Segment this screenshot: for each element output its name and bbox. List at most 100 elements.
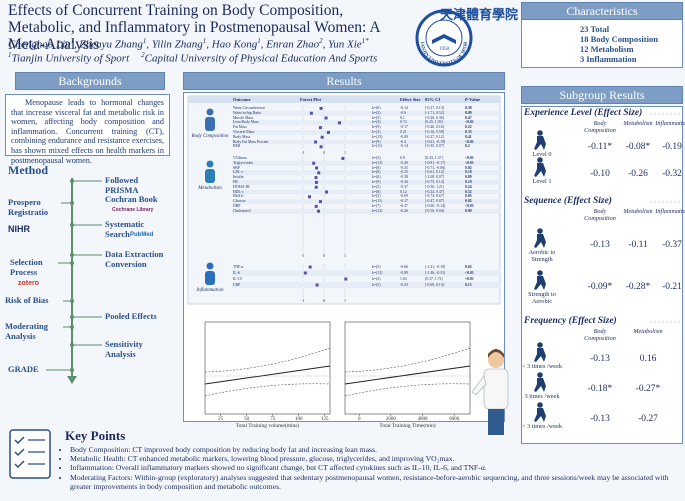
effect-size: -0.37: [400, 184, 408, 189]
p-value: 0.39: [465, 106, 472, 110]
effect-size: -0.14: [400, 106, 408, 110]
outcome: LDL-c: [233, 170, 244, 175]
affiliation-sup: 1: [8, 51, 12, 59]
outcome: HOMA-IR: [233, 184, 250, 189]
row-stripe: [232, 120, 500, 126]
confidence-interval: [-0.69, 0.13]: [425, 283, 444, 287]
affiliations: 1Tianjin University of Sport 2Capital Uni…: [8, 51, 418, 65]
forest-point: [314, 180, 318, 184]
study-count: k=(15): [372, 134, 383, 139]
method-node: [70, 368, 74, 372]
subgroup-value: -0.21: [662, 282, 682, 292]
confidence-interval: [-0.61, 0.12]: [425, 170, 444, 175]
outcome: SBP: [233, 165, 240, 170]
key-point: Body Composition: CT improved body compo…: [70, 445, 683, 454]
group-label: Metabolism: [198, 186, 222, 191]
method-node: [70, 343, 74, 347]
method-node: [70, 201, 74, 205]
forest-point: [314, 185, 318, 189]
row-icon-head: [537, 157, 543, 163]
subgroup-value: -0.19: [662, 142, 682, 152]
study-count: k=(5): [372, 115, 381, 120]
forest-point: [314, 176, 318, 180]
confidence-interval: [-0.16, 0.58]: [425, 130, 444, 134]
logo-inner: [425, 19, 463, 57]
author-sup: 1*: [361, 37, 369, 45]
study-count: k=(11): [372, 144, 383, 149]
forest-point: [315, 166, 319, 170]
forest-tick-label: -1: [301, 253, 304, 258]
subgroup-value: -0.18*: [587, 384, 613, 394]
p-value: 0.22: [465, 125, 472, 130]
effect-size: 0.1: [400, 115, 405, 120]
characteristic: 12 Metabolism: [580, 44, 634, 54]
forest-point: [326, 130, 330, 134]
method-step: GRADE: [8, 364, 39, 374]
regression-frame: [344, 321, 471, 415]
subgroup-value: -0.32: [662, 169, 682, 179]
method-logo: zotero: [18, 280, 39, 287]
subgroup-value: -0.11: [628, 240, 648, 250]
column-header: 95% CI: [425, 97, 441, 102]
subgroup-value: -0.13: [590, 240, 610, 250]
row-icon-body: [534, 408, 546, 422]
p-value: 0.02: [465, 165, 472, 170]
group-icon-body: [205, 271, 215, 285]
logo-book: [432, 34, 456, 44]
forest-point: [318, 126, 322, 130]
effect-size: -0.36: [400, 180, 408, 184]
row-icon-body: [534, 234, 546, 248]
method-step: Sensitivity Analysis: [105, 339, 143, 359]
regression-band: [204, 347, 331, 397]
method-node: [70, 315, 74, 319]
study-count: k=(9): [372, 180, 381, 184]
study-count: k=(5): [372, 283, 381, 287]
method-step: Systematic Search: [105, 219, 145, 239]
row-stripe: [232, 160, 500, 166]
method-node: [70, 179, 74, 183]
method-logo: PubMed: [130, 232, 154, 238]
forest-tick-label: 1: [344, 298, 346, 303]
study-count: k=(7): [372, 204, 381, 208]
effect-size: 0.21: [400, 130, 407, 134]
key-point: Inflammation: Overall inflammatory marke…: [70, 463, 683, 472]
forest-tick-label: 1: [344, 150, 346, 155]
characteristic: 18 Body Composition: [580, 34, 658, 44]
row-icon-head: [537, 402, 543, 408]
results-title: Results: [183, 72, 505, 90]
p-value: 0.18: [465, 170, 472, 175]
method-step: Moderating Analysis: [5, 321, 48, 341]
study-count: k=(3): [372, 110, 381, 115]
effect-size: -0.14: [400, 144, 408, 149]
effect-size: -0.37: [400, 204, 408, 208]
study-count: k=(11): [372, 199, 383, 204]
row-stripe: [232, 270, 500, 276]
p-value: 0.09: [465, 175, 472, 180]
subgroup-column: Metabolism: [623, 120, 653, 127]
outcome: Glucose: [233, 199, 246, 204]
column-header: Outcome: [233, 97, 251, 102]
x-tick-label: 25: [218, 417, 224, 422]
author-sup: 1: [142, 37, 147, 45]
confidence-interval: [0.37, 1.72]: [425, 277, 443, 281]
row-icon-head: [537, 372, 543, 378]
study-count: k=(8): [372, 165, 381, 170]
study-count: k=(6): [372, 175, 381, 180]
forest-point: [319, 106, 323, 110]
effect-size: -0.69: [400, 194, 408, 199]
author-name: , Enran Zhao: [260, 38, 320, 51]
effect-size: -0.25: [400, 170, 408, 175]
author-sup: 2: [319, 37, 323, 45]
subgroup-column: Body Composition: [584, 208, 616, 222]
forest-point: [325, 190, 329, 194]
study-count: k=(5): [372, 265, 381, 269]
group-icon-head: [206, 108, 214, 116]
confidence-interval: [-0.26, 0.36]: [425, 115, 444, 120]
outcome: VO2max: [233, 156, 247, 160]
column-header: Effect Size: [400, 97, 421, 102]
confidence-interval: [-1.08, 0.07]: [425, 175, 444, 180]
p-value: 0.02: [465, 199, 472, 204]
author-name: , Zhenyu Zhang: [74, 38, 143, 51]
method-node: [70, 325, 74, 329]
study-count: k=(2): [372, 277, 381, 281]
